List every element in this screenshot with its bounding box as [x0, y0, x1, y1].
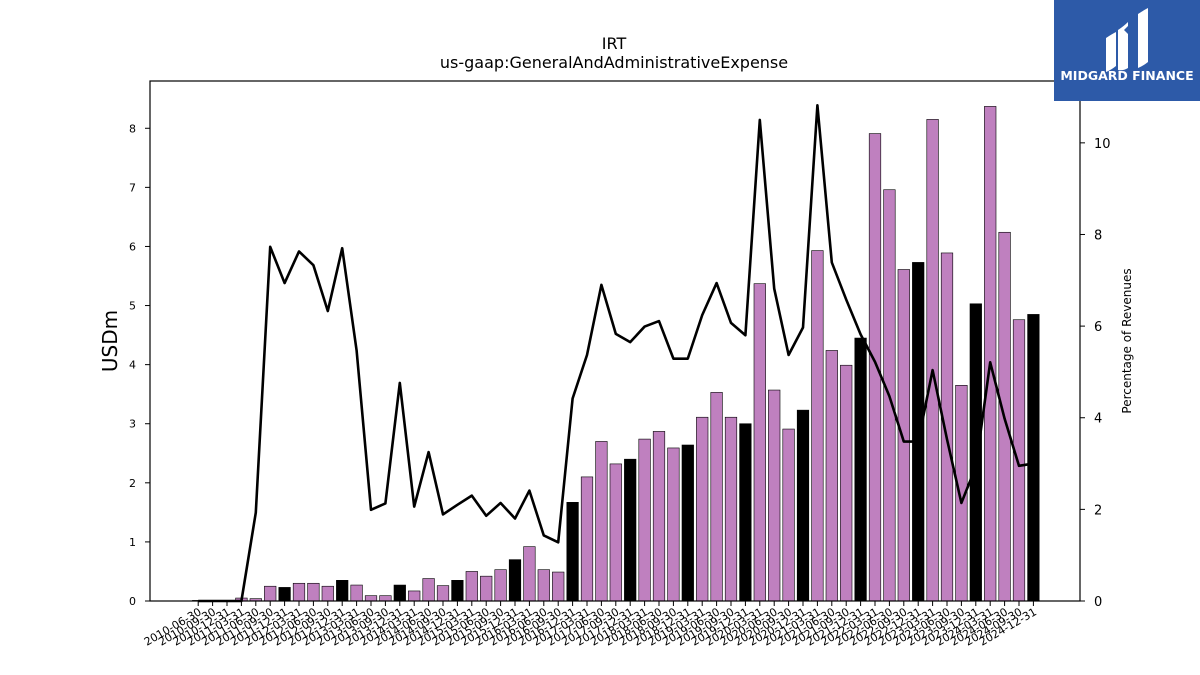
- bar: [724, 416, 738, 602]
- bars-group: [192, 106, 1040, 602]
- bar: [278, 587, 291, 602]
- bar: [840, 364, 853, 602]
- bar: [609, 463, 622, 602]
- y-tick-label: 3: [129, 418, 136, 431]
- bar: [595, 441, 608, 602]
- bar: [393, 584, 406, 602]
- bar: [912, 262, 925, 602]
- midgard-finance-logo: MIDGARD FINANCE: [1054, 0, 1200, 101]
- chart-title: IRT: [602, 34, 627, 53]
- bar: [537, 569, 550, 602]
- bar: [379, 595, 392, 602]
- ratio-line: [198, 103, 1034, 603]
- y-tick-label: 7: [129, 181, 136, 194]
- bar: [710, 392, 723, 602]
- bar: [552, 571, 565, 602]
- y2-axis-ticks: 0 2 4 6 8 10: [1080, 137, 1111, 610]
- bar: [811, 250, 824, 602]
- y2-tick-label: 4: [1094, 412, 1102, 427]
- bar: [336, 580, 349, 602]
- bar: [854, 337, 867, 602]
- y-axis-label: USDm: [98, 310, 122, 372]
- bar: [307, 582, 320, 602]
- y-tick-label: 4: [129, 359, 136, 372]
- bar: [753, 283, 766, 602]
- bar: [580, 476, 594, 602]
- bar: [969, 303, 982, 602]
- bar: [768, 389, 781, 602]
- bar: [1012, 319, 1026, 602]
- x-axis-ticks: 2010-06-302010-09-302010-12-312011-03-31…: [142, 601, 1039, 649]
- bar: [321, 585, 334, 602]
- y2-tick-label: 0: [1094, 595, 1102, 610]
- chart-subtitle: us-gaap:GeneralAndAdministrativeExpense: [440, 53, 788, 72]
- bar: [1027, 314, 1040, 602]
- y2-tick-label: 10: [1094, 137, 1111, 152]
- bar: [782, 428, 795, 602]
- bar: [667, 447, 680, 602]
- y2-tick-label: 6: [1094, 320, 1102, 335]
- y-axis-ticks: 0 1 2 3 4 5 6 7 8: [129, 122, 150, 608]
- y-tick-label: 5: [129, 300, 136, 313]
- bar: [624, 458, 637, 602]
- bar: [652, 431, 666, 602]
- bar: [897, 269, 910, 602]
- y-tick-label: 1: [129, 536, 136, 549]
- bar: [264, 585, 277, 602]
- bar: [350, 584, 363, 602]
- y2-axis-label: Percentage of Revenues: [1120, 268, 1134, 413]
- bar: [739, 423, 752, 602]
- bar: [796, 409, 810, 602]
- bar: [480, 575, 493, 602]
- y-tick-label: 8: [129, 122, 136, 135]
- bar: [364, 595, 378, 602]
- bar: [926, 119, 939, 602]
- bar: [825, 350, 838, 602]
- bar: [984, 106, 997, 602]
- bar: [494, 569, 507, 602]
- bar: [451, 580, 464, 602]
- bar: [436, 585, 450, 602]
- y2-tick-label: 2: [1094, 503, 1102, 518]
- bar: [465, 571, 478, 602]
- y-tick-label: 2: [129, 477, 136, 490]
- bar: [638, 438, 651, 602]
- bar: [408, 590, 421, 602]
- y-tick-label: 0: [129, 595, 136, 608]
- bar: [868, 133, 882, 602]
- bar: [292, 582, 306, 602]
- logo-mark-icon: [1106, 8, 1148, 72]
- bar: [508, 559, 522, 602]
- bar: [940, 252, 954, 602]
- bar: [681, 444, 694, 602]
- logo-text: MIDGARD FINANCE: [1060, 68, 1194, 83]
- plot-frame: [149, 80, 1081, 602]
- bar: [696, 416, 709, 602]
- y2-tick-label: 8: [1094, 228, 1102, 243]
- bar: [523, 546, 536, 602]
- y-tick-label: 6: [129, 240, 136, 253]
- bar: [566, 502, 579, 602]
- bar: [422, 578, 435, 602]
